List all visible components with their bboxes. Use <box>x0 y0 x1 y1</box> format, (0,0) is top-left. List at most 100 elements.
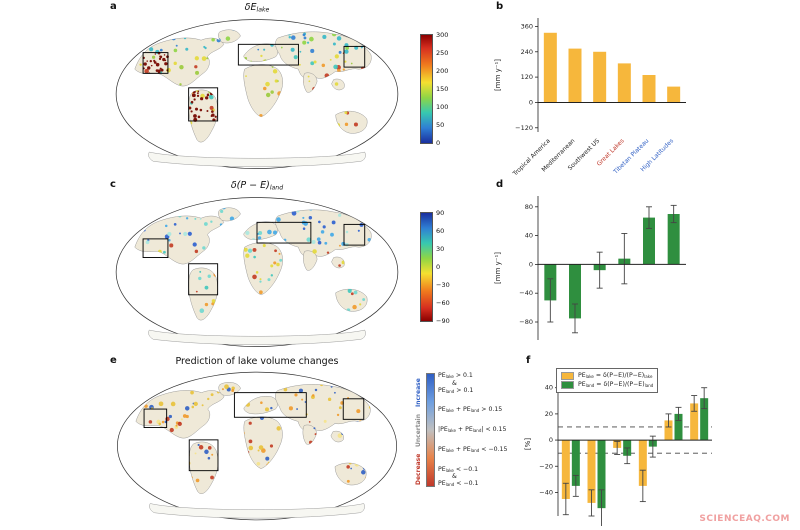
continent <box>243 416 283 469</box>
bar <box>569 264 581 319</box>
y-tick-label: 240 <box>521 48 533 56</box>
y-tick-label: −80 <box>519 318 533 326</box>
y-tick-label: 360 <box>521 22 533 30</box>
bar <box>593 51 607 103</box>
legend-side-label: Uncertain <box>415 414 422 448</box>
chart-f-legend: PElake = δ(P−E)/(P−E)lake PEland = δ(P−E)… <box>556 368 659 393</box>
bar <box>561 440 570 499</box>
bar <box>638 440 647 486</box>
y-tick-label: −40 <box>539 488 553 496</box>
bar <box>700 398 709 441</box>
bar <box>543 32 557 103</box>
bar <box>587 440 596 503</box>
prediction-legend-conditions: PElake > 0.1 & PEland > 0.1 PElake + PEland… <box>438 372 534 488</box>
legend-label: PEland = δ(P−E)/(P−E)land <box>578 381 654 389</box>
bar <box>667 214 680 265</box>
legend-entry: PElake = δ(P−E)/(P−E)lake <box>561 371 653 380</box>
panel-letter-b: b <box>496 1 504 12</box>
bar <box>642 75 656 103</box>
bar <box>571 440 580 486</box>
legend-condition-line: PEland > 0.1 <box>438 386 474 394</box>
legend-condition-line: PElake > 0.1 <box>438 372 473 379</box>
bar <box>667 86 681 103</box>
continent <box>135 390 225 439</box>
bar-chart-regional-p-minus-e: 80 40 0 −40 −80 [mm y⁻¹] <box>494 196 686 340</box>
y-axis-label: [%] <box>524 438 532 450</box>
prediction-legend-color-strip <box>426 373 435 487</box>
bar <box>690 403 699 441</box>
legend-condition-line: PElake + PEland < −0.15 <box>438 445 508 453</box>
colorbar-tick: 50 <box>436 121 445 129</box>
colorbar-tick: 250 <box>436 49 449 57</box>
colorbar-tick: 60 <box>436 227 445 235</box>
legend-label: PElake = δ(P−E)/(P−E)lake <box>578 372 653 379</box>
legend-condition-line: PEland < −0.1 <box>438 480 479 488</box>
region-box <box>237 43 299 66</box>
prediction-legend-side-labels: Increase Uncertain Decrease <box>414 374 425 486</box>
legend-condition-line: PElake + PEland > 0.15 <box>438 406 503 414</box>
y-tick-label: 40 <box>545 384 553 392</box>
panel-letter-c: c <box>110 179 116 190</box>
legend-condition: |PElake + PEland| < 0.15 <box>438 426 534 434</box>
region-box <box>188 439 219 472</box>
continent <box>335 110 368 134</box>
y-tick-label: 20 <box>545 410 553 418</box>
continent <box>335 288 368 312</box>
legend-condition-line: |PElake + PEland| < 0.15 <box>438 426 507 434</box>
world-map-p-minus-e-change <box>115 197 399 347</box>
y-tick-label: 0 <box>529 260 533 268</box>
panel-letter-e: e <box>110 355 117 366</box>
colorbar-tick: 0 <box>436 263 441 271</box>
colorbar-tick-labels: 300 250 200 150 100 50 0 <box>436 31 462 147</box>
bar <box>674 413 683 441</box>
legend-condition-line: PElake < −0.1 <box>438 465 479 473</box>
colorbar-tick: 30 <box>436 245 445 253</box>
region-box <box>233 392 307 418</box>
colorbar-evaporation: 300 250 200 150 100 50 0 <box>420 31 462 147</box>
bar <box>617 63 631 103</box>
bar <box>568 48 582 103</box>
colorbar-tick: 100 <box>436 103 449 111</box>
colorbar-tick: 0 <box>436 139 441 147</box>
region-box <box>188 87 219 122</box>
colorbar-tick-labels: 90 60 30 0 −30 −60 −90 <box>436 209 462 325</box>
bar <box>643 217 655 265</box>
y-axis-label: [mm y⁻¹] <box>494 59 502 91</box>
world-map-lake-evaporation-change <box>115 19 399 169</box>
bar-chart-relative-change-percent: 40 20 0 −20 −40 [%] <box>524 372 712 526</box>
continent <box>134 215 225 265</box>
continent <box>243 396 278 415</box>
colorbar-p-minus-e: 90 60 30 0 −30 −60 −90 <box>420 209 462 325</box>
continent <box>243 64 283 118</box>
region-box <box>256 221 312 244</box>
legend-condition: PElake > 0.1 & PEland > 0.1 <box>438 372 534 394</box>
continent <box>218 29 241 44</box>
region-box <box>188 263 219 296</box>
watermark: SCIENCEAQ.COM <box>699 514 790 524</box>
panel-e-title: Prediction of lake volume changes <box>175 356 339 367</box>
prediction-legend: Increase Uncertain Decrease PElake > 0.1 & P… <box>414 372 534 488</box>
legend-swatch <box>561 380 574 389</box>
continent <box>331 256 345 269</box>
panel-letter-d: d <box>496 179 504 190</box>
region-box <box>142 52 169 74</box>
region-box <box>343 223 366 246</box>
colorbar-tick: 300 <box>436 31 449 39</box>
colorbar-tick: 200 <box>436 67 449 75</box>
region-box <box>343 45 366 68</box>
legend-condition: PElake + PEland > 0.15 <box>438 406 534 414</box>
world-map-lake-volume-prediction <box>117 371 397 521</box>
legend-condition-line: & <box>452 379 457 387</box>
continent <box>334 462 367 486</box>
legend-swatch <box>561 371 574 380</box>
colorbar-tick: 90 <box>436 209 445 217</box>
legend-entry: PEland = δ(P−E)/(P−E)land <box>561 380 653 389</box>
region-box <box>143 408 168 429</box>
legend-condition: PElake + PEland < −0.15 <box>438 446 534 454</box>
y-tick-label: 0 <box>529 98 533 106</box>
continent <box>243 242 283 296</box>
y-tick-label: 0 <box>549 436 553 444</box>
colorbar-gradient <box>420 34 433 144</box>
region-box <box>142 238 169 259</box>
legend-condition-line: & <box>452 473 457 481</box>
